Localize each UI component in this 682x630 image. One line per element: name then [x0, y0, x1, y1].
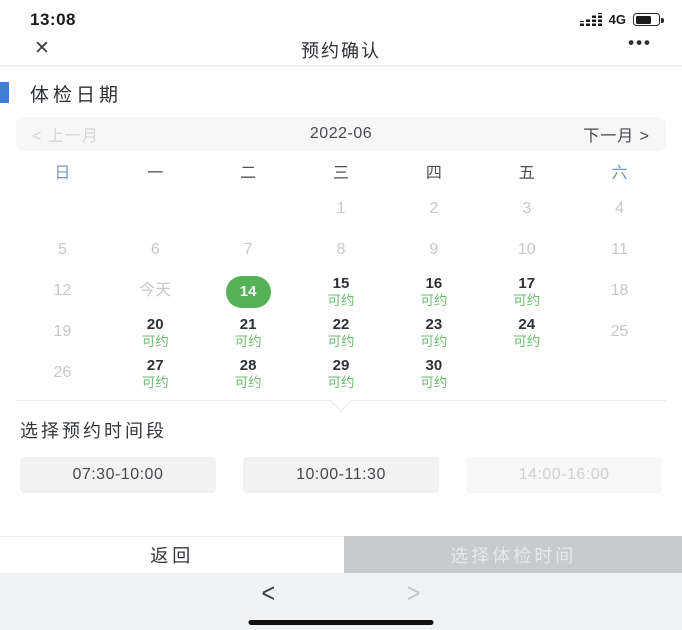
calendar-day: 7	[243, 241, 253, 259]
calendar-day	[16, 189, 109, 230]
weekday-label: 三	[332, 165, 349, 182]
section-marker	[0, 82, 9, 103]
next-month-button[interactable]: 下一月 >	[583, 128, 650, 145]
calendar-day: 26	[53, 364, 72, 382]
timeslot-button[interactable]: 10:00-11:30	[243, 457, 439, 493]
network-label: 4G	[608, 12, 626, 27]
calendar-day[interactable]: 14	[202, 271, 295, 312]
calendar-day[interactable]: 28 可约	[234, 356, 262, 390]
calendar-day: 2	[429, 200, 439, 218]
battery-icon	[633, 13, 664, 26]
calendar-day[interactable]: 30 可约	[420, 356, 448, 390]
availability-label: 可约	[420, 374, 448, 390]
calendar-day[interactable]: 20 可约	[141, 315, 169, 349]
calendar-day[interactable]: 29 可约	[327, 356, 355, 390]
calendar-day[interactable]: 15 可约	[327, 274, 355, 308]
availability-label: 可约	[234, 374, 262, 390]
clock: 13:08	[30, 9, 76, 29]
calendar-day[interactable]: 21 可约	[234, 315, 262, 349]
timeslot-title: 选择预约时间段	[20, 421, 167, 441]
nav-bar: ✕ 预约确认 •••	[0, 33, 682, 67]
prev-month-button[interactable]: < 上一月	[32, 128, 99, 145]
weekday-label: 日	[54, 165, 71, 182]
calendar-day	[573, 353, 666, 394]
action-row: 返回 选择体检时间	[0, 536, 682, 573]
weekday-header-row: 日一二三四五六	[16, 153, 666, 189]
calendar-day: 18	[610, 282, 629, 300]
home-indicator[interactable]	[248, 620, 434, 625]
calendar-day: 6	[150, 241, 160, 259]
timeslot-section: 选择预约时间段 07:30-10:00 10:00-11:30 14:00-16:0…	[0, 401, 682, 493]
section-title: 体检日期	[30, 84, 123, 106]
calendar-day: 5	[57, 241, 67, 259]
availability-label: 可约	[327, 292, 355, 308]
weekday-label: 一	[147, 165, 164, 182]
page-title: 预约确认	[301, 41, 381, 61]
weekday-label: 四	[425, 165, 442, 182]
calendar-day: 4	[615, 200, 625, 218]
calendar-day: 25	[610, 323, 629, 341]
back-button[interactable]: 返回	[0, 536, 345, 573]
availability-label: 可约	[327, 333, 355, 349]
calendar: < 上一月 2022-06 下一月 > 日一二三四五六 1 2 3 4 5 6 7 8 9 10 1…	[0, 113, 682, 401]
availability-label: 可约	[327, 374, 355, 390]
availability-label: 可约	[141, 374, 169, 390]
section-header: 体检日期	[0, 79, 682, 107]
calendar-collapse-notch	[16, 400, 666, 401]
calendar-day	[480, 353, 573, 394]
weekday-label: 五	[518, 165, 535, 182]
calendar-day: 11	[611, 241, 628, 259]
weekday-label: 二	[240, 165, 257, 182]
calendar-day: 12	[53, 282, 72, 300]
calendar-nav: < 上一月 2022-06 下一月 >	[16, 117, 666, 151]
calendar-day[interactable]: 27 可约	[141, 356, 169, 390]
calendar-day[interactable]: 24 可约	[513, 315, 541, 349]
browser-back-icon[interactable]: <	[261, 577, 275, 608]
timeslot-button[interactable]: 07:30-10:00	[20, 457, 216, 493]
availability-label: 可约	[234, 333, 262, 349]
signal-icon	[580, 13, 602, 26]
timeslot-list: 07:30-10:00 10:00-11:30 14:00-16:00	[20, 457, 662, 493]
confirm-button[interactable]: 选择体检时间	[344, 536, 682, 573]
calendar-day: 1	[336, 200, 346, 218]
availability-label: 可约	[513, 333, 541, 349]
calendar-day[interactable]: 22 可约	[327, 315, 355, 349]
availability-label: 可约	[420, 292, 448, 308]
more-menu-icon[interactable]: •••	[628, 33, 652, 52]
calendar-day: 19	[53, 323, 72, 341]
status-bar: 13:08 4G	[0, 0, 682, 35]
weekday-label: 六	[611, 165, 628, 182]
calendar-day: 今天	[139, 282, 172, 300]
calendar-day: 10	[517, 241, 536, 259]
calendar-day	[109, 189, 202, 230]
calendar-day	[202, 189, 295, 230]
calendar-day: 8	[336, 241, 346, 259]
calendar-day[interactable]: 23 可约	[420, 315, 448, 349]
timeslot-button: 14:00-16:00	[466, 457, 662, 493]
status-icons: 4G	[580, 12, 664, 27]
calendar-day[interactable]: 17 可约	[513, 274, 541, 308]
calendar-day: 3	[522, 200, 532, 218]
availability-label: 可约	[420, 333, 448, 349]
close-icon[interactable]: ✕	[34, 38, 50, 59]
calendar-day[interactable]: 16 可约	[420, 274, 448, 308]
availability-label: 可约	[513, 292, 541, 308]
browser-forward-icon: >	[407, 577, 421, 608]
calendar-grid: 1 2 3 4 5 6 7 8 9 10 11 12 今天 14 15 可约 16 可约 17 可约 18 19 20 可约 2…	[16, 189, 666, 394]
availability-label: 可约	[141, 333, 169, 349]
calendar-day: 9	[429, 241, 439, 259]
current-month-label: 2022-06	[309, 125, 373, 142]
